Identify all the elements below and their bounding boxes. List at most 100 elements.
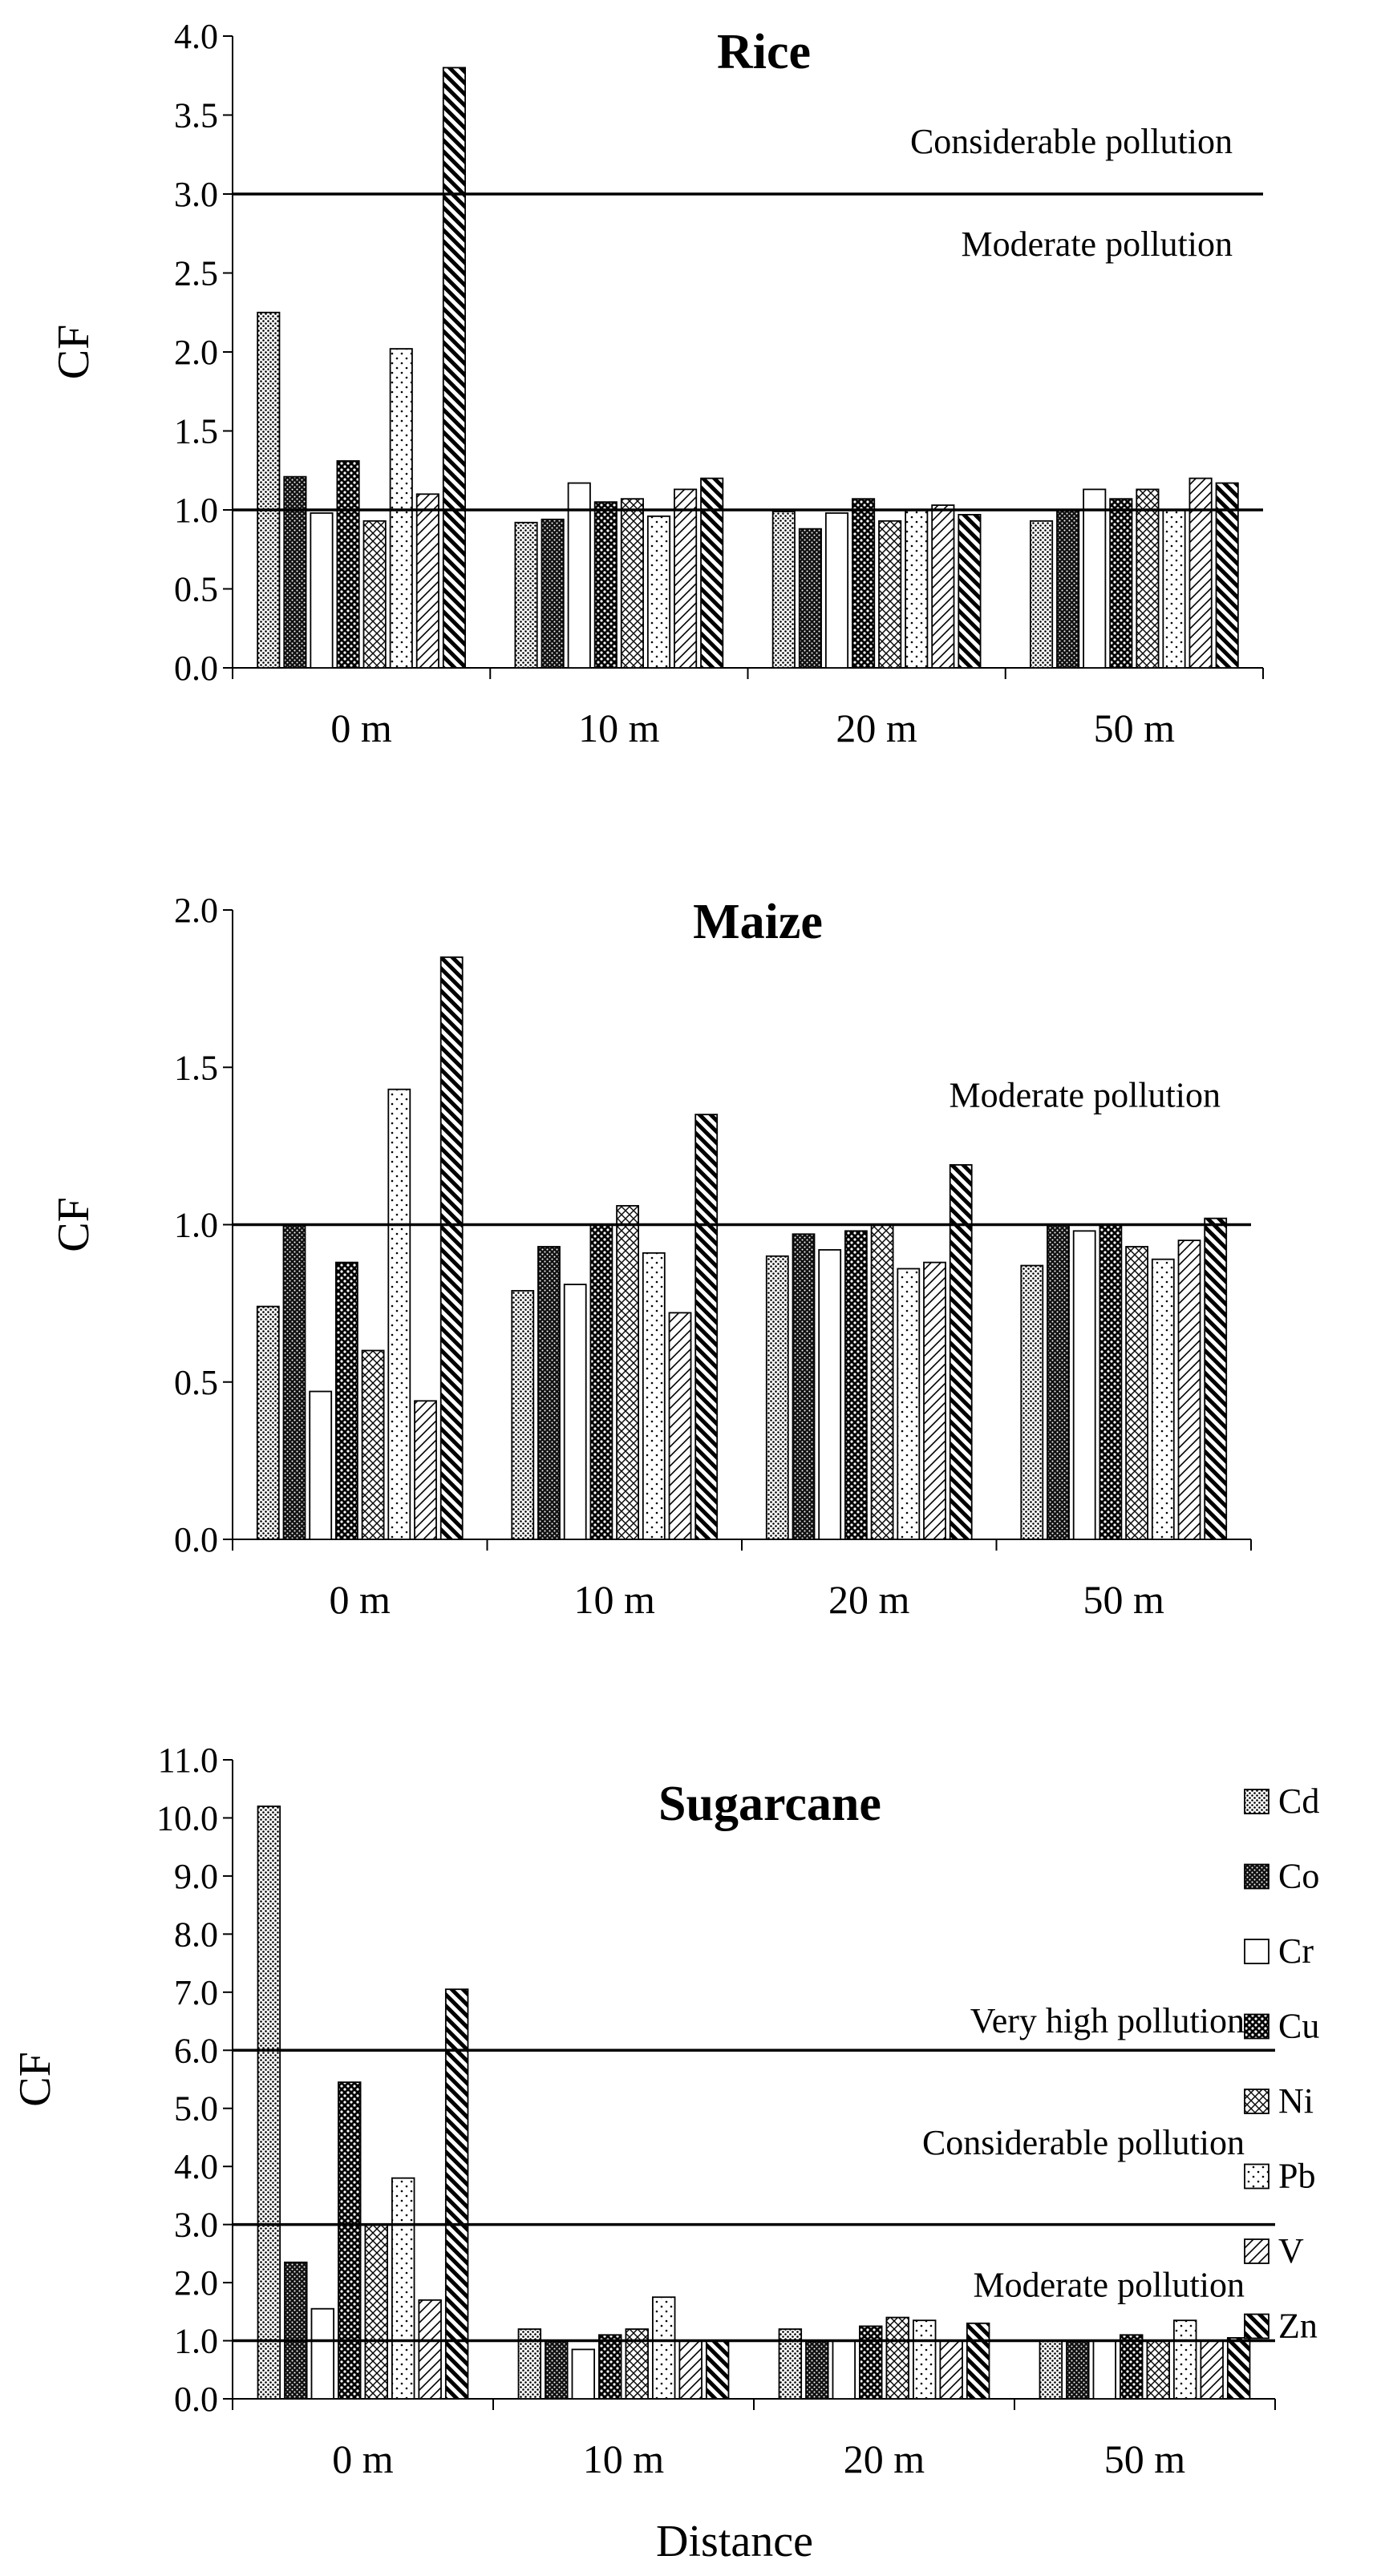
legend-swatch-cr [1244, 1939, 1269, 1964]
legend-swatch-cd [1244, 1789, 1269, 1814]
rice-bar-cu-10-m [593, 501, 618, 669]
maize-bar-ni-20-m [870, 1223, 894, 1540]
legend-label-ni: Ni [1278, 2081, 1314, 2121]
sugarcane-bar-zn-20-m [966, 2322, 990, 2400]
sugarcane-bar-cr-20-m [832, 2339, 856, 2400]
rice-title: Rice [717, 25, 811, 79]
rice-bar-v-10-m [674, 488, 698, 669]
rice-chart: Rice CF 0.0 0.5 1.0 1.5 2.0 2.5 3.0 3.5 4.0 0 m 10 m… [49, 17, 1264, 750]
maize-bar-zn-0-m [439, 956, 464, 1540]
maize-y-axis-label: CF [49, 1197, 99, 1252]
legend: Cd Co Cr Cu Ni Pb V Zn [1244, 1781, 1319, 2346]
rice-y-tick-label: 3.0 [174, 175, 218, 214]
rice-y-tick-label: 0.0 [174, 649, 218, 688]
sugarcane-bar-cu-50-m [1120, 2334, 1144, 2400]
maize-bar-cr-0-m [309, 1390, 333, 1540]
sugarcane-bar-cr-50-m [1092, 2339, 1116, 2400]
rice-bar-co-0-m [283, 475, 307, 669]
rice-zone-label: Considerable pollution [910, 122, 1233, 161]
maize-bar-cr-10-m [563, 1284, 587, 1540]
sugarcane-bar-pb-0-m [391, 2177, 415, 2400]
maize-bar-pb-20-m [897, 1268, 921, 1540]
maize-bar-zn-20-m [949, 1164, 973, 1540]
maize-zone-label: Moderate pollution [950, 1076, 1221, 1115]
legend-label-v: V [1278, 2231, 1304, 2271]
rice-bar-cr-20-m [824, 512, 849, 669]
maize-bar-zn-10-m [694, 1114, 719, 1540]
rice-bar-pb-0-m [389, 348, 413, 669]
rice-y-tick-label: 2.0 [174, 333, 218, 372]
rice-bar-cu-20-m [852, 498, 876, 669]
sugarcane-y-tick-label: 8.0 [174, 1915, 218, 1954]
maize-bar-cd-50-m [1020, 1264, 1044, 1540]
rice-bar-cr-0-m [310, 512, 334, 669]
maize-bar-cu-0-m [335, 1261, 358, 1540]
sugarcane-zone-label: Very high pollution [970, 2001, 1245, 2040]
maize-bar-v-20-m [923, 1261, 946, 1540]
maize-y-tick-label: 1.0 [174, 1206, 218, 1245]
legend-item-cd: Cd [1244, 1781, 1319, 1821]
sugarcane-zone-label: Moderate pollution [974, 2266, 1245, 2305]
sugarcane-y-tick-label: 6.0 [174, 2031, 218, 2070]
sugarcane-y-tick-label: 7.0 [174, 1973, 218, 2012]
legend-label-pb: Pb [1278, 2157, 1315, 2196]
maize-bar-cu-50-m [1099, 1223, 1123, 1540]
sugarcane-category-label: 20 m [844, 2436, 925, 2481]
rice-bar-cu-50-m [1109, 498, 1133, 669]
rice-bar-v-20-m [931, 504, 955, 669]
maize-bar-cd-20-m [765, 1255, 789, 1540]
sugarcane-y-tick-label: 9.0 [174, 1857, 218, 1896]
maize-bar-zn-50-m [1204, 1217, 1228, 1540]
rice-bar-pb-10-m [646, 515, 671, 669]
sugarcane-bar-v-10-m [678, 2339, 703, 2400]
legend-label-zn: Zn [1278, 2307, 1318, 2346]
rice-y-tick-label: 4.0 [174, 17, 218, 56]
legend-swatch-pb [1244, 2163, 1269, 2190]
sugarcane-category-label: 0 m [332, 2436, 394, 2481]
rice-bar-co-50-m [1056, 509, 1080, 669]
legend-label-cu: Cu [1278, 2007, 1319, 2046]
sugarcane-bar-co-20-m [805, 2339, 829, 2400]
sugarcane-bar-cu-0-m [338, 2081, 362, 2400]
rice-bar-zn-10-m [700, 477, 724, 669]
sugarcane-bar-zn-10-m [705, 2339, 730, 2400]
rice-bar-ni-50-m [1136, 488, 1160, 669]
maize-bar-v-50-m [1177, 1239, 1201, 1540]
rice-bar-cr-10-m [567, 482, 591, 669]
rice-category-label: 20 m [836, 706, 917, 750]
maize-y-tick-label: 0.0 [174, 1520, 218, 1559]
sugarcane-chart: Sugarcane CF 0.0 1.0 2.0 3.0 4.0 5.0 6.0 7.0 8.0 9.… [10, 1741, 1276, 2481]
x-axis-title: Distance [656, 2517, 813, 2566]
legend-item-cu: Cu [1244, 2007, 1319, 2046]
maize-bar-cr-50-m [1072, 1230, 1096, 1540]
rice-bar-ni-20-m [878, 520, 902, 669]
maize-bar-ni-0-m [361, 1349, 385, 1540]
rice-bar-pb-50-m [1162, 509, 1186, 669]
maize-category-label: 20 m [828, 1577, 910, 1622]
legend-swatch-ni [1244, 2089, 1269, 2114]
rice-bar-cd-0-m [257, 311, 281, 669]
rice-bar-cu-0-m [336, 460, 360, 669]
maize-bar-co-20-m [792, 1233, 816, 1540]
sugarcane-y-tick-label: 5.0 [174, 2089, 218, 2129]
sugarcane-bar-ni-50-m [1146, 2339, 1170, 2400]
rice-bar-cr-50-m [1083, 488, 1107, 669]
sugarcane-bar-co-50-m [1066, 2339, 1090, 2400]
legend-swatch-zn [1244, 2313, 1269, 2339]
rice-y-tick-label: 1.5 [174, 412, 218, 451]
maize-bar-pb-50-m [1151, 1258, 1175, 1540]
sugarcane-bar-cu-10-m [598, 2334, 622, 2400]
sugarcane-bar-v-20-m [939, 2339, 963, 2400]
sugarcane-category-label: 10 m [583, 2436, 665, 2481]
sugarcane-bar-cd-0-m [257, 1806, 281, 2400]
rice-category-label: 50 m [1094, 706, 1176, 750]
sugarcane-bar-co-10-m [545, 2339, 569, 2400]
rice-bar-ni-0-m [362, 520, 387, 669]
rice-bar-co-20-m [798, 528, 822, 669]
maize-bar-co-50-m [1047, 1223, 1070, 1540]
rice-y-tick-label: 2.5 [174, 254, 218, 293]
maize-bar-co-0-m [282, 1223, 306, 1540]
rice-y-axis-label: CF [49, 325, 99, 380]
legend-swatch-cu [1244, 2013, 1269, 2040]
